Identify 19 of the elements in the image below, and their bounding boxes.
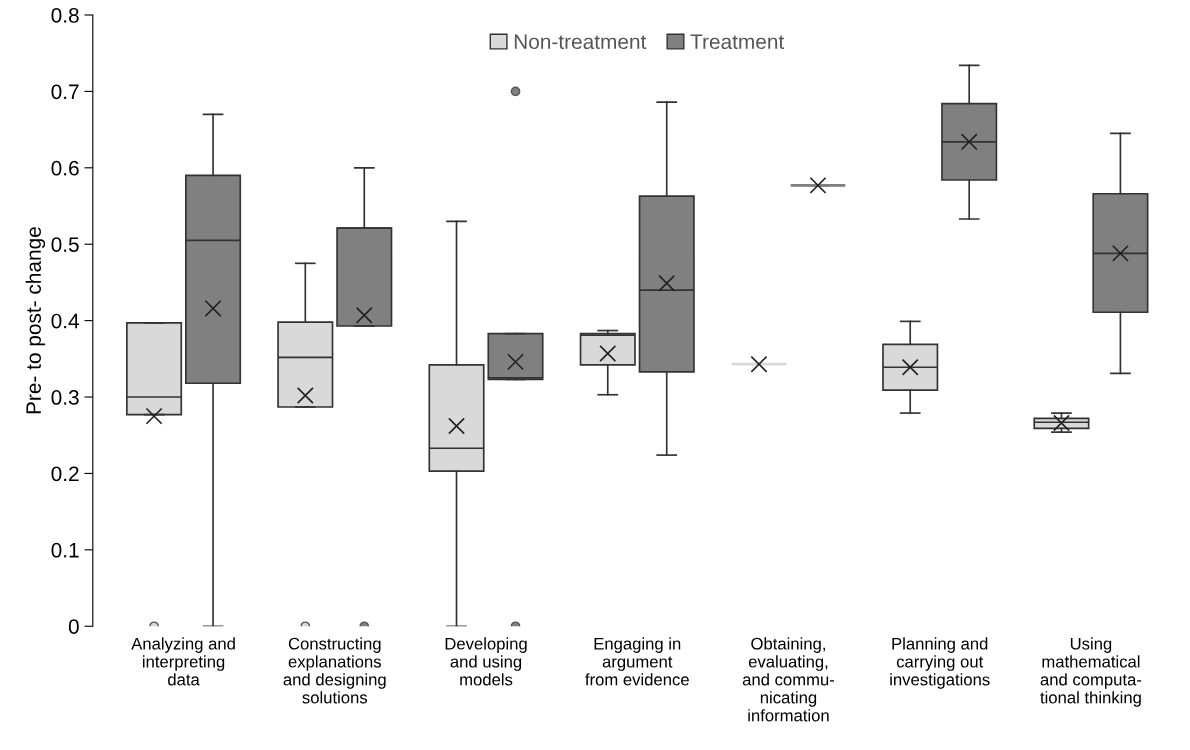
x-tick-label: Analyzing and interpreting data — [131, 637, 235, 686]
legend-label: Non-treatment — [514, 34, 647, 50]
x-tick-label: Obtaining, evaluating, and commu- nicating information — [742, 637, 835, 722]
x-tick-label: Constructing explanations and designing solutions — [283, 637, 386, 704]
x-tick-label: Using mathematical and computa- tional thinking — [1040, 637, 1142, 707]
y-tick-label: 0.2 — [51, 466, 79, 482]
y-axis-title: Pre- to post- change — [25, 227, 46, 414]
y-tick-label: 0.4 — [51, 313, 80, 329]
y-tick-label: 0.1 — [51, 542, 79, 558]
y-tick-label: 0 — [68, 619, 79, 634]
y-tick-label: 0.6 — [51, 160, 79, 176]
y-tick-label: 0.8 — [51, 8, 79, 23]
legend-label: Treatment — [690, 34, 785, 50]
y-tick-label: 0.3 — [51, 390, 79, 405]
x-tick-label: Engaging in argument from evidence — [585, 637, 689, 686]
y-tick-label: 0.7 — [51, 84, 79, 100]
y-tick-label: 0.5 — [51, 237, 79, 252]
x-tick-label: Developing and using models — [445, 637, 527, 686]
x-tick-label: Planning and carrying out investigations — [890, 637, 990, 689]
